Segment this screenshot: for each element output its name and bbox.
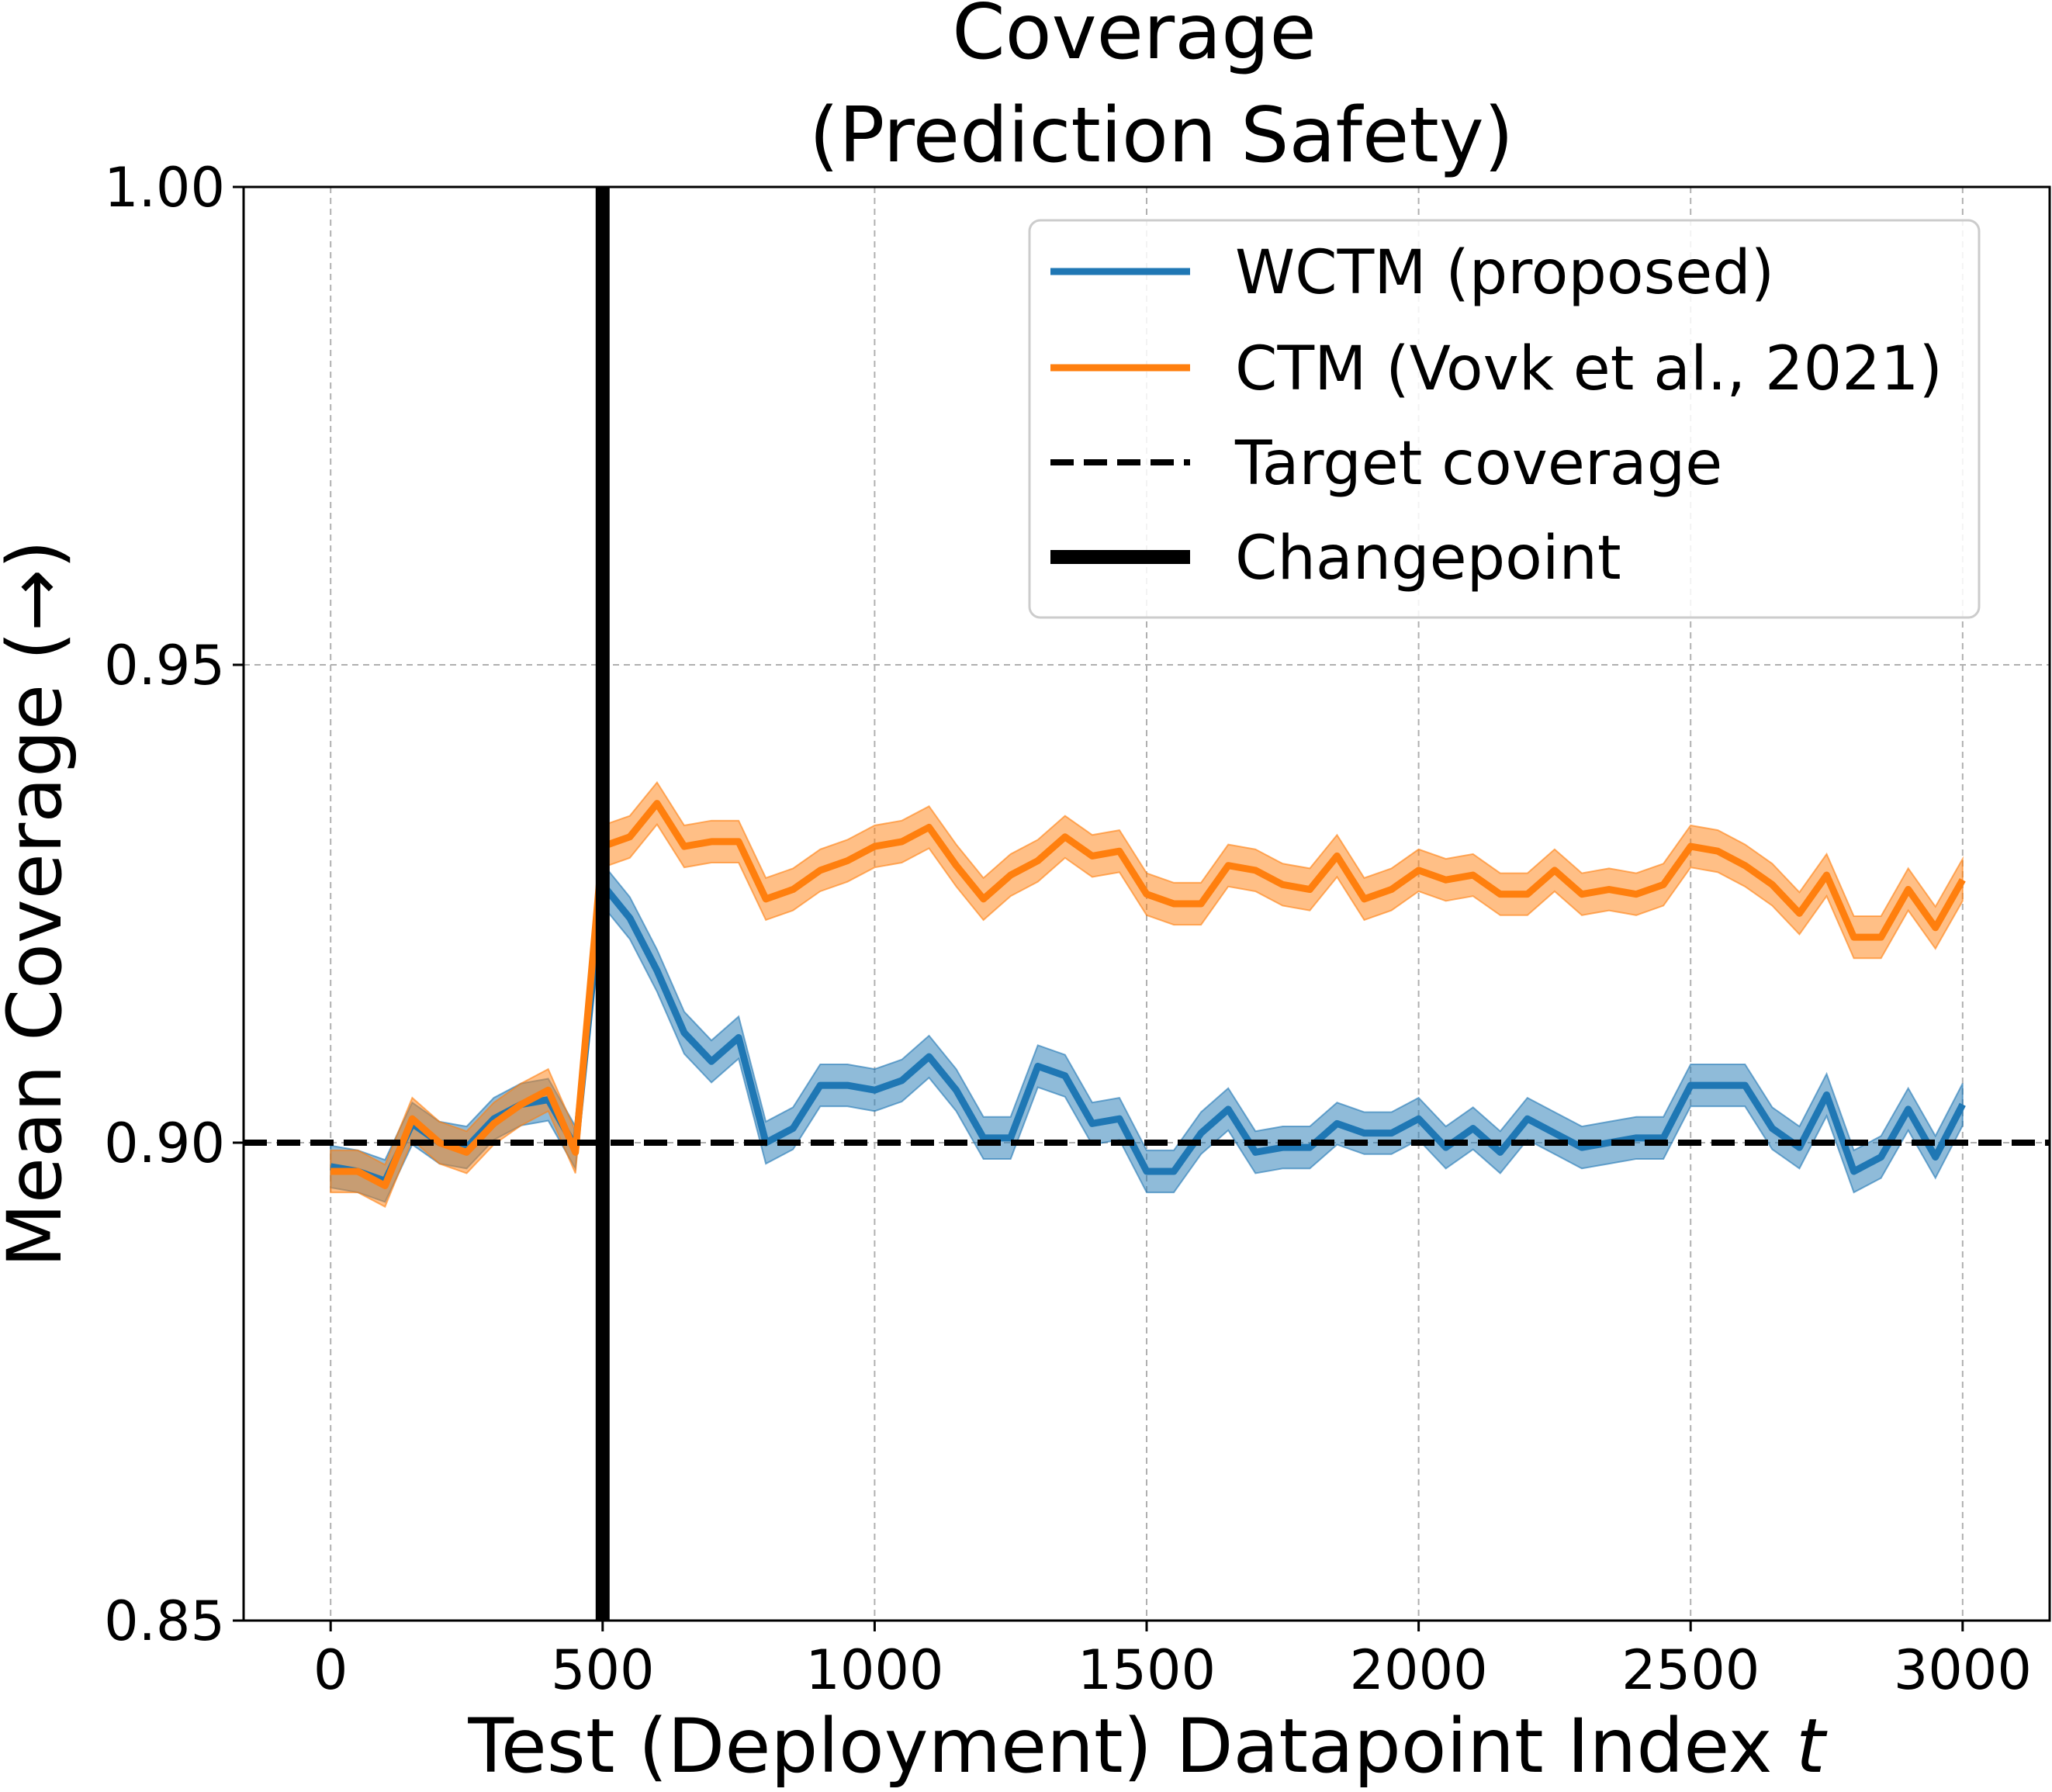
legend-label-wctm: WCTM (proposed) <box>1235 238 1774 308</box>
x-tick-label: 0 <box>313 1638 348 1702</box>
x-tick-label: 500 <box>551 1638 655 1702</box>
x-tick-label: 1000 <box>805 1638 943 1702</box>
legend-label-ctm: CTM (Vovk et al., 2021) <box>1235 334 1943 404</box>
x-axis-label-text: Test (Deployment) Datapoint Index <box>467 1703 1796 1790</box>
x-tick-label: 2500 <box>1621 1638 1760 1702</box>
chart-title: Coverage <box>952 0 1317 77</box>
reference-lines <box>244 187 2050 1621</box>
legend-frame <box>1028 219 1981 619</box>
y-tick-label: 0.95 <box>104 634 225 697</box>
legend-label-changepoint: Changepoint <box>1235 524 1621 593</box>
band-ctm <box>330 780 1964 1208</box>
x-tick-label: 1500 <box>1078 1638 1216 1702</box>
y-axis-label: Mean Coverage (→) <box>0 540 78 1268</box>
band-wctm <box>330 861 1964 1203</box>
y-tick-label: 0.90 <box>104 1112 225 1175</box>
chart-subtitle: (Prediction Safety) <box>809 92 1514 180</box>
confidence-bands <box>330 780 1964 1208</box>
x-axis-label-variable: t <box>1796 1703 1828 1790</box>
x-axis-label: Test (Deployment) Datapoint Index t <box>467 1703 1828 1790</box>
x-axis-ticks: 0 500 1000 1500 2000 2500 3000 <box>313 1621 2032 1702</box>
x-tick-label: 2000 <box>1350 1638 1488 1702</box>
y-tick-label: 1.00 <box>104 156 225 220</box>
legend-label-target: Target coverage <box>1234 429 1722 499</box>
legend: WCTM (proposed) CTM (Vovk et al., 2021) … <box>1028 219 1981 619</box>
x-tick-label: 3000 <box>1894 1638 2032 1702</box>
y-tick-label: 0.85 <box>104 1590 225 1653</box>
y-axis-ticks: 0.85 0.90 0.95 1.00 <box>104 156 244 1653</box>
